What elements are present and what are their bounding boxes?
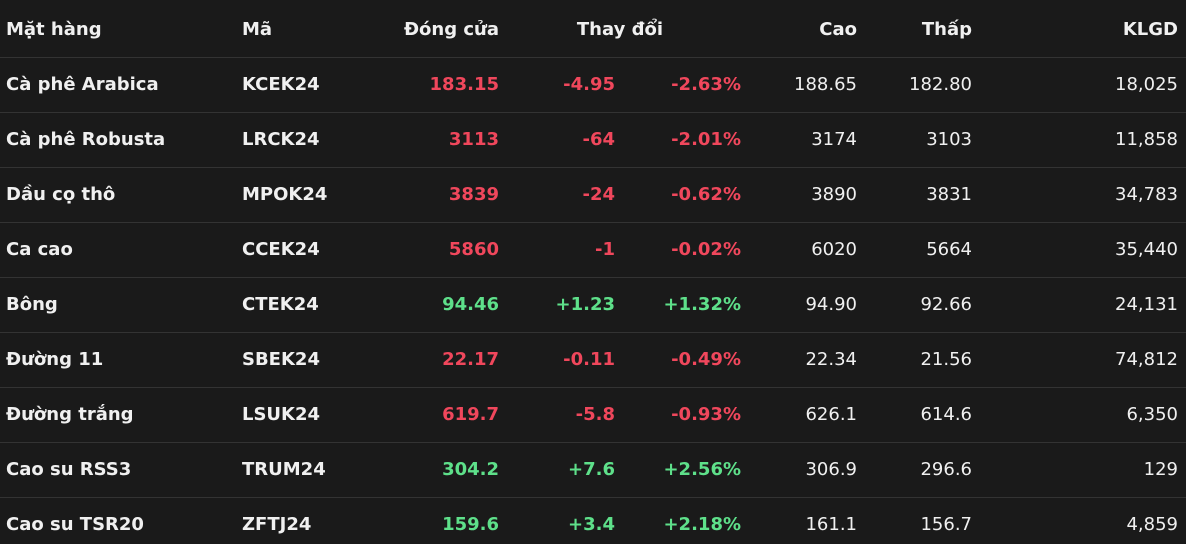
- high: 22.34: [805, 349, 857, 370]
- header-cell: Thấp: [921, 19, 972, 40]
- high: 3890: [811, 184, 857, 205]
- volume: 24,131: [1115, 294, 1178, 315]
- row-divider: [0, 497, 1186, 498]
- commodity-name: Cao su RSS3: [6, 459, 132, 480]
- high: 94.90: [805, 294, 857, 315]
- commodity-name: Cao su TSR20: [6, 514, 144, 535]
- row-divider: [0, 387, 1186, 388]
- change: -1: [595, 239, 615, 260]
- change-percent: -0.02%: [671, 239, 741, 260]
- change-percent: -2.01%: [671, 129, 741, 150]
- symbol: CTEK24: [242, 294, 319, 315]
- change: -4.95: [563, 74, 615, 95]
- header-cell: Đóng cửa: [403, 19, 499, 40]
- close-price: 619.7: [442, 404, 499, 425]
- header-cell: Mặt hàng: [6, 19, 102, 40]
- commodity-name: Cà phê Arabica: [6, 74, 159, 95]
- symbol: ZFTJ24: [242, 514, 312, 535]
- low: 614.6: [920, 404, 972, 425]
- commodity-name: Bông: [6, 294, 58, 315]
- symbol: SBEK24: [242, 349, 320, 370]
- high: 626.1: [805, 404, 857, 425]
- volume: 35,440: [1115, 239, 1178, 260]
- low: 156.7: [920, 514, 972, 535]
- commodity-name: Ca cao: [6, 239, 73, 260]
- change: +7.6: [568, 459, 615, 480]
- high: 306.9: [805, 459, 857, 480]
- low: 3831: [926, 184, 972, 205]
- close-price: 183.15: [429, 74, 499, 95]
- close-price: 22.17: [442, 349, 499, 370]
- header-cell: KLGD: [1122, 19, 1178, 40]
- commodity-name: Đường trắng: [6, 404, 134, 425]
- row-divider: [0, 112, 1186, 113]
- symbol: CCEK24: [242, 239, 320, 260]
- row-divider: [0, 57, 1186, 58]
- volume: 129: [1143, 459, 1178, 480]
- change: -24: [582, 184, 615, 205]
- change-percent: +2.56%: [663, 459, 741, 480]
- row-divider: [0, 167, 1186, 168]
- row-divider: [0, 332, 1186, 333]
- low: 21.56: [920, 349, 972, 370]
- row-divider: [0, 277, 1186, 278]
- symbol: LRCK24: [242, 129, 320, 150]
- high: 3174: [811, 129, 857, 150]
- low: 92.66: [920, 294, 972, 315]
- close-price: 159.6: [442, 514, 499, 535]
- change-percent: -0.93%: [671, 404, 741, 425]
- close-price: 5860: [448, 239, 499, 260]
- low: 5664: [926, 239, 972, 260]
- commodity-name: Dầu cọ thô: [6, 184, 116, 205]
- change-percent: -0.49%: [671, 349, 741, 370]
- volume: 11,858: [1115, 129, 1178, 150]
- volume: 34,783: [1115, 184, 1178, 205]
- low: 182.80: [909, 74, 972, 95]
- close-price: 304.2: [442, 459, 499, 480]
- symbol: TRUM24: [242, 459, 326, 480]
- commodity-name: Cà phê Robusta: [6, 129, 166, 150]
- commodity-name: Đường 11: [6, 349, 104, 370]
- low: 296.6: [920, 459, 972, 480]
- row-divider: [0, 442, 1186, 443]
- volume: 18,025: [1115, 74, 1178, 95]
- close-price: 94.46: [442, 294, 499, 315]
- change-percent: +2.18%: [663, 514, 741, 535]
- volume: 74,812: [1115, 349, 1178, 370]
- change: +1.23: [555, 294, 616, 315]
- change: -0.11: [563, 349, 615, 370]
- header-cell: Thay đổi: [576, 19, 663, 40]
- symbol: LSUK24: [242, 404, 321, 425]
- close-price: 3113: [448, 129, 499, 150]
- close-price: 3839: [448, 184, 499, 205]
- symbol: MPOK24: [242, 184, 328, 205]
- row-divider: [0, 222, 1186, 223]
- volume: 4,859: [1126, 514, 1178, 535]
- high: 6020: [811, 239, 857, 260]
- high: 188.65: [794, 74, 857, 95]
- symbol: KCEK24: [242, 74, 320, 95]
- header-cell: Mã: [242, 19, 273, 40]
- low: 3103: [926, 129, 972, 150]
- change-percent: -0.62%: [671, 184, 741, 205]
- header-cell: Cao: [819, 19, 857, 40]
- change-percent: +1.32%: [663, 294, 741, 315]
- change: +3.4: [568, 514, 615, 535]
- change: -64: [582, 129, 615, 150]
- volume: 6,350: [1126, 404, 1178, 425]
- high: 161.1: [805, 514, 857, 535]
- change-percent: -2.63%: [671, 74, 741, 95]
- change: -5.8: [575, 404, 615, 425]
